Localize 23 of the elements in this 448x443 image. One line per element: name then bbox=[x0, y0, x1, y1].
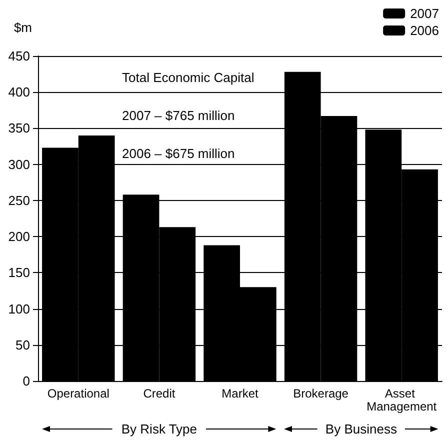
x-tick-label: Asset Management bbox=[366, 386, 438, 414]
y-tick-label: 450 bbox=[8, 48, 30, 64]
y-tick-label: 300 bbox=[8, 156, 30, 172]
annotation: 2007 – $765 million bbox=[122, 108, 235, 123]
annotation: Total Economic Capital bbox=[122, 70, 254, 85]
y-tick-label: 400 bbox=[8, 84, 30, 100]
x-tick-label: Operational bbox=[47, 386, 110, 400]
y-tick-label: 350 bbox=[8, 120, 30, 136]
y-tick-label: 0 bbox=[22, 374, 30, 388]
legend-label: 2007 bbox=[410, 6, 439, 21]
x-tick-label: Brokerage bbox=[293, 386, 349, 400]
x-tick-label: Market bbox=[222, 386, 259, 400]
text: By Risk Type bbox=[121, 422, 198, 436]
legend-label: 2006 bbox=[410, 23, 439, 38]
y-tick-label: 100 bbox=[8, 301, 30, 316]
y-tick-label: 200 bbox=[8, 229, 30, 244]
y-tick-label: 250 bbox=[8, 192, 30, 208]
y-axis-title: $m bbox=[14, 20, 32, 35]
x-tick-label: Credit bbox=[143, 386, 176, 400]
annotation: 2006 – $675 million bbox=[122, 146, 235, 161]
y-tick-label: 150 bbox=[8, 265, 30, 280]
text: By Business bbox=[325, 422, 398, 436]
y-tick-label: 50 bbox=[16, 337, 30, 352]
